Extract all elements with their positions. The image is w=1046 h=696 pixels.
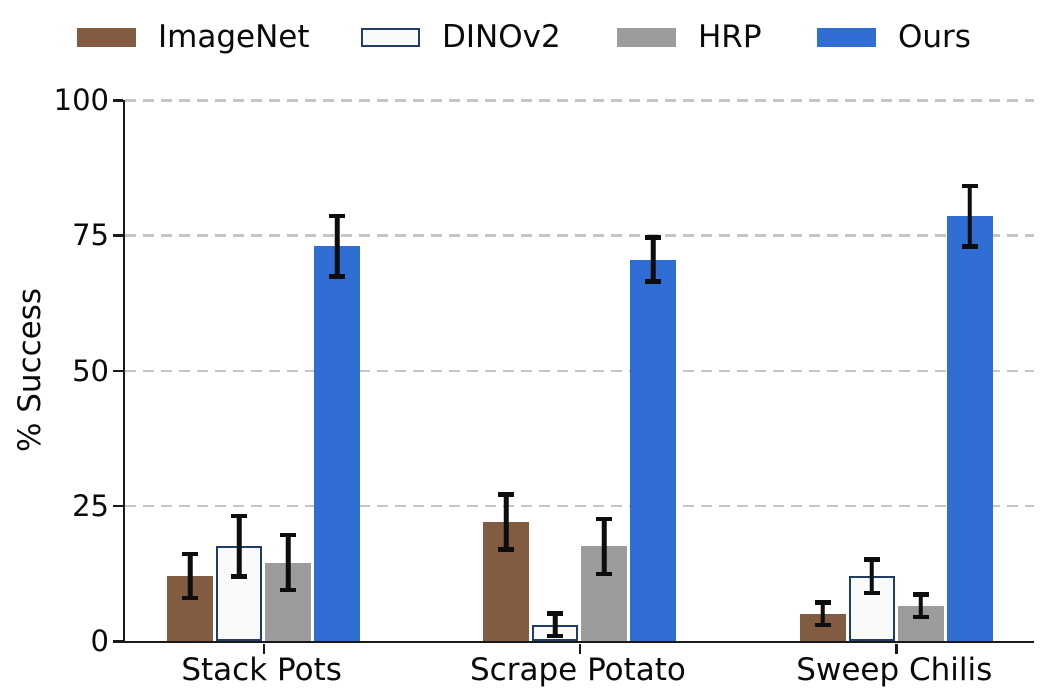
error-bar-cap-top — [547, 611, 564, 616]
bar-ours-scrape-potato — [630, 259, 677, 641]
error-bar-cap-bottom — [596, 571, 613, 577]
legend-swatch-hrp — [617, 27, 676, 47]
error-bar-cap-top — [231, 513, 248, 519]
error-bar-cap-bottom — [280, 587, 297, 593]
error-bar-ours-stack-pots — [329, 213, 346, 279]
gridline-25 — [125, 504, 1034, 508]
x-tick-label-sweep-chilis: Sweep Chilis — [796, 652, 993, 688]
error-bar-stem — [918, 592, 924, 620]
legend-label-hrp: HRP — [698, 18, 762, 55]
y-tick-100 — [112, 99, 123, 102]
error-bar-cap-top — [329, 213, 346, 219]
error-bar-ours-scrape-potato — [645, 235, 662, 284]
error-bar-ours-sweep-chilis — [961, 183, 978, 249]
y-tick-50 — [112, 369, 123, 372]
error-bar-stem — [334, 213, 340, 279]
gridline-75 — [125, 234, 1034, 237]
error-bar-cap-bottom — [912, 614, 929, 620]
error-bar-hrp-stack-pots — [280, 532, 297, 593]
error-bar-cap-bottom — [645, 279, 662, 284]
error-bar-imagenet-sweep-chilis — [814, 600, 831, 628]
y-tick-25 — [112, 504, 123, 508]
error-bar-stem — [285, 532, 291, 593]
legend-entry-dinov2: DINOv2 — [361, 18, 561, 56]
error-bar-cap-bottom — [231, 574, 248, 579]
legend-entry-hrp: HRP — [617, 18, 762, 56]
legend-label-ours: Ours — [898, 18, 971, 55]
error-bar-hrp-scrape-potato — [596, 516, 613, 577]
y-tick-label-50: 50 — [72, 353, 109, 388]
error-bar-hrp-sweep-chilis — [912, 592, 929, 620]
error-bar-cap-bottom — [182, 595, 199, 601]
error-bar-cap-bottom — [547, 633, 564, 639]
error-bar-cap-top — [645, 235, 662, 240]
error-bar-dinov2-scrape-potato — [547, 611, 564, 639]
error-bar-cap-bottom — [863, 590, 880, 595]
error-bar-cap-top — [912, 592, 929, 597]
error-bar-cap-top — [280, 532, 297, 538]
legend-label-imagenet: ImageNet — [158, 18, 310, 55]
bar-ours-sweep-chilis — [946, 216, 993, 641]
error-bar-stem — [187, 551, 193, 601]
x-tick-sweep-chilis — [895, 644, 898, 654]
error-bar-stem — [820, 600, 826, 628]
error-bar-dinov2-stack-pots — [231, 513, 248, 579]
error-bar-cap-top — [961, 183, 978, 189]
error-bar-stem — [651, 235, 656, 284]
x-tick-label-stack-pots: Stack Pots — [181, 652, 342, 688]
error-bar-stem — [967, 183, 973, 249]
legend-swatch-imagenet — [77, 27, 136, 47]
x-tick-stack-pots — [262, 644, 266, 654]
error-bar-stem — [504, 492, 509, 552]
y-tick-label-75: 75 — [72, 218, 109, 253]
gridline-50 — [125, 369, 1034, 372]
plot-area — [112, 99, 1034, 654]
error-bar-imagenet-scrape-potato — [498, 492, 515, 552]
error-bar-cap-bottom — [329, 274, 346, 279]
bar-ours-stack-pots — [314, 246, 361, 641]
error-bar-dinov2-sweep-chilis — [863, 557, 880, 595]
error-bar-cap-top — [498, 492, 515, 497]
gridline-100 — [125, 99, 1034, 102]
error-bar-cap-top — [863, 557, 880, 562]
legend-entry-ours: Ours — [817, 18, 971, 56]
error-bar-cap-bottom — [814, 622, 831, 628]
legend-swatch-dinov2 — [361, 27, 420, 47]
legend-label-dinov2: DINOv2 — [442, 18, 561, 55]
y-tick-75 — [112, 234, 123, 237]
y-tick-label-25: 25 — [72, 488, 109, 523]
error-bar-stem — [869, 557, 875, 595]
error-bar-cap-bottom — [961, 244, 978, 249]
y-tick-label-100: 100 — [53, 83, 109, 117]
error-bar-stem — [553, 611, 558, 639]
error-bar-stem — [602, 516, 607, 577]
error-bar-cap-bottom — [498, 547, 515, 552]
error-bar-cap-top — [596, 516, 613, 522]
error-bar-cap-top — [814, 600, 831, 605]
y-tick-0 — [112, 640, 123, 643]
legend-entry-imagenet: ImageNet — [77, 18, 310, 56]
error-bar-cap-top — [182, 551, 199, 557]
error-bar-imagenet-stack-pots — [182, 551, 199, 601]
error-bar-stem — [236, 513, 242, 579]
x-tick-scrape-potato — [578, 644, 582, 654]
y-tick-label-0: 0 — [90, 624, 109, 658]
legend-swatch-ours — [817, 27, 876, 47]
x-tick-label-scrape-potato: Scrape Potato — [470, 652, 686, 688]
